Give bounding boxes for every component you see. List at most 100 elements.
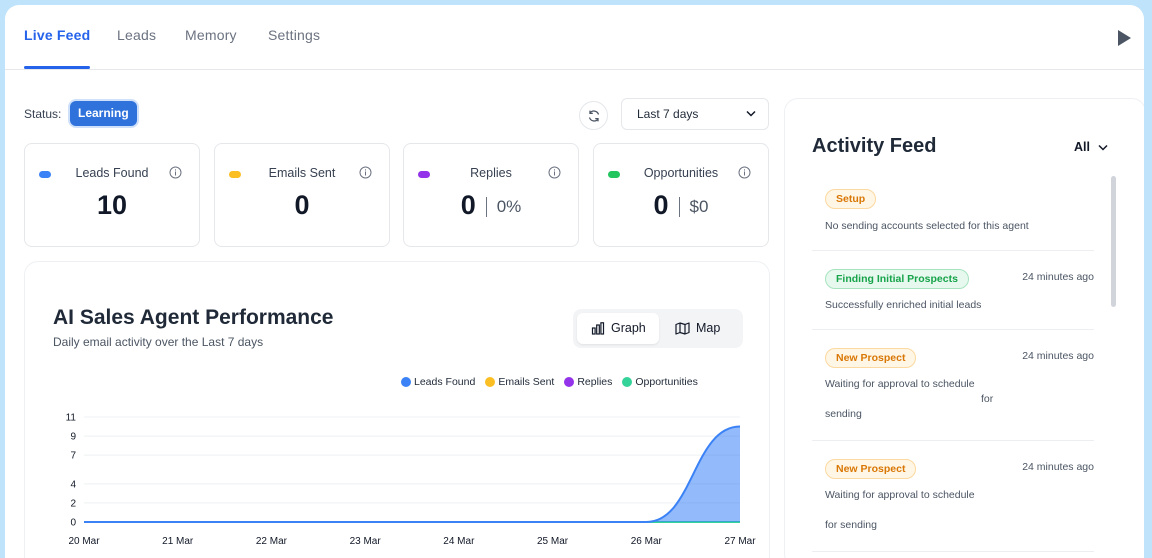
info-icon[interactable] xyxy=(548,166,561,179)
stat-card-leads-found: Leads Found 10 xyxy=(24,143,200,247)
stat-value: 0 xyxy=(653,190,669,220)
status-badge: New Prospect xyxy=(825,348,917,368)
feed-item[interactable]: New Prospect 24 minutes ago Waiting for … xyxy=(812,441,1094,552)
performance-title: AI Sales Agent Performance xyxy=(53,306,334,329)
x-tick-label: 24 Mar xyxy=(443,536,475,547)
stat-label: Leads Found xyxy=(75,166,149,180)
map-icon xyxy=(675,322,690,335)
chevron-down-icon xyxy=(746,110,756,117)
info-icon[interactable] xyxy=(169,166,182,179)
legend-label: Emails Sent xyxy=(498,376,555,388)
y-tick-label: 7 xyxy=(70,451,76,462)
status-badge: New Prospect xyxy=(825,459,917,479)
tab-leads[interactable]: Leads xyxy=(117,27,157,43)
feed-item-text: Waiting for approval to schedule for sen… xyxy=(825,378,994,420)
x-tick-label: 22 Mar xyxy=(256,536,288,547)
feed-filter-value: All xyxy=(1074,140,1090,154)
x-tick-label: 27 Mar xyxy=(724,536,756,547)
series-color-dot xyxy=(418,171,430,178)
x-tick-label: 25 Mar xyxy=(537,536,569,547)
app-window: Live Feed Leads Memory Settings Status: … xyxy=(5,5,1144,558)
tab-bar: Live Feed Leads Memory Settings xyxy=(5,5,1144,70)
chart-legend: Leads Found Emails Sent Replies Opportun… xyxy=(401,376,698,388)
graph-view-button[interactable]: Graph xyxy=(577,313,659,344)
chevron-down-icon xyxy=(1098,144,1108,151)
view-toggle: Graph Map xyxy=(573,309,743,348)
refresh-button[interactable] xyxy=(579,101,608,130)
stat-card-replies: Replies 0 0% xyxy=(403,143,579,247)
date-range-select[interactable]: Last 7 days xyxy=(621,98,769,130)
legend-item-emails-sent: Emails Sent xyxy=(485,376,554,388)
feed-scrollbar[interactable] xyxy=(1111,176,1116,307)
graph-view-label: Graph xyxy=(611,321,646,335)
x-tick-label: 20 Mar xyxy=(68,536,100,547)
stat-label: Emails Sent xyxy=(268,166,336,180)
stat-value: 10 xyxy=(96,190,128,220)
activity-feed-title: Activity Feed xyxy=(812,135,937,157)
stat-value: 0 xyxy=(460,190,476,220)
performance-chart: 0 2 4 7 9 11 20 Mar 21 Mar 22 Mar 23 Mar 24 Mar 25 … xyxy=(66,413,757,548)
feed-item[interactable]: Setup No sending accounts selected for t… xyxy=(812,183,1094,251)
value-separator xyxy=(678,196,680,217)
tab-live-feed[interactable]: Live Feed xyxy=(24,27,91,43)
value-separator xyxy=(485,196,487,217)
stat-rate: 0% xyxy=(496,196,522,216)
bar-chart-icon xyxy=(591,322,605,335)
stat-card-opportunities: Opportunities 0 $0 xyxy=(593,143,769,247)
legend-swatch xyxy=(401,377,411,387)
legend-item-leads-found: Leads Found xyxy=(401,376,475,388)
feed-item-text: Waiting for approval to schedule for sen… xyxy=(825,489,975,531)
activity-feed-panel: Activity Feed All Setup No sending accou… xyxy=(784,98,1144,558)
x-tick-label: 23 Mar xyxy=(350,536,382,547)
feed-item-timestamp: 24 minutes ago xyxy=(1022,350,1094,362)
y-tick-label: 11 xyxy=(66,413,77,424)
legend-label: Opportunities xyxy=(635,376,698,388)
feed-filter-dropdown[interactable]: All xyxy=(1074,140,1108,154)
stat-amount: $0 xyxy=(689,196,709,216)
active-tab-indicator xyxy=(24,66,90,69)
x-tick-label: 21 Mar xyxy=(162,536,194,547)
feed-item-text: Successfully enriched initial leads xyxy=(825,299,982,311)
legend-swatch xyxy=(564,377,575,387)
series-color-dot xyxy=(229,171,241,178)
status-label: Status: xyxy=(24,107,62,121)
tab-memory[interactable]: Memory xyxy=(185,27,237,43)
y-tick-label: 4 xyxy=(70,479,76,490)
legend-swatch xyxy=(485,377,496,387)
performance-panel: AI Sales Agent Performance Daily email a… xyxy=(24,261,770,558)
feed-item[interactable]: New Prospect 24 minutes ago Waiting for … xyxy=(812,330,1094,441)
info-icon[interactable] xyxy=(738,166,751,179)
series-leads-found-area xyxy=(84,426,740,522)
status-badge: Setup xyxy=(825,189,877,209)
legend-label: Replies xyxy=(577,376,613,388)
tab-settings[interactable]: Settings xyxy=(268,27,321,43)
y-tick-label: 0 xyxy=(70,518,76,529)
feed-item-text: No sending accounts selected for this ag… xyxy=(825,220,1029,232)
play-icon[interactable] xyxy=(1114,27,1134,49)
series-leads-found-line xyxy=(84,425,741,523)
map-view-label: Map xyxy=(696,321,721,335)
map-view-button[interactable]: Map xyxy=(661,313,739,344)
stat-value: 0 xyxy=(294,190,310,220)
y-tick-label: 2 xyxy=(70,498,76,509)
refresh-icon xyxy=(588,109,599,122)
status-badge: Finding Initial Prospects xyxy=(825,269,969,289)
feed-item[interactable]: Finding Initial Prospects 24 minutes ago… xyxy=(812,251,1094,330)
series-color-dot xyxy=(608,171,620,178)
info-icon[interactable] xyxy=(359,166,372,179)
y-tick-label: 9 xyxy=(70,432,76,443)
x-tick-label: 26 Mar xyxy=(631,536,663,547)
stat-label: Opportunities xyxy=(643,166,719,180)
legend-item-opportunities: Opportunities xyxy=(622,376,698,388)
status-badge: Learning xyxy=(70,101,137,126)
performance-subtitle: Daily email activity over the Last 7 day… xyxy=(53,335,264,349)
stat-card-emails-sent: Emails Sent 0 xyxy=(214,143,390,247)
legend-label: Leads Found xyxy=(414,376,476,388)
series-color-dot xyxy=(39,171,51,178)
feed-item-timestamp: 24 minutes ago xyxy=(1022,461,1094,473)
feed-item-timestamp: 24 minutes ago xyxy=(1022,271,1094,283)
legend-swatch xyxy=(622,377,633,387)
legend-item-replies: Replies xyxy=(564,376,612,388)
date-range-value: Last 7 days xyxy=(637,107,699,121)
stat-label: Replies xyxy=(470,166,512,180)
